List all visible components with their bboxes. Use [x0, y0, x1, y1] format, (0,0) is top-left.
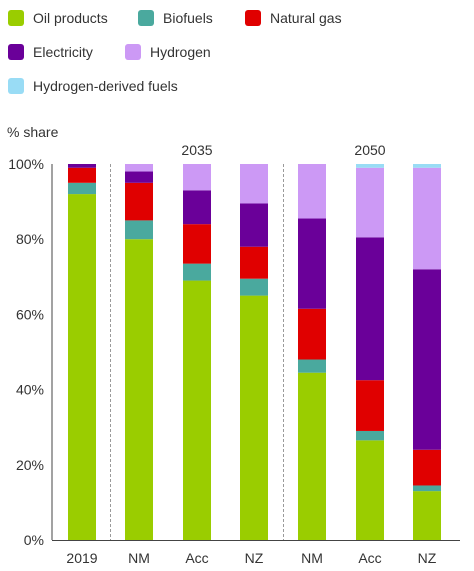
legend-item-hydrogen-derived-fuels[interactable]: Hydrogen-derived fuels	[8, 78, 178, 94]
legend-label-hydrogen: Hydrogen	[150, 44, 211, 60]
legend-label-oil-products: Oil products	[33, 10, 108, 26]
x-tick-label: Acc	[185, 550, 208, 566]
bar-segment	[298, 218, 326, 309]
legend-label-electricity: Electricity	[33, 44, 93, 60]
legend-item-biofuels[interactable]: Biofuels	[138, 10, 213, 26]
bar-segment	[68, 167, 96, 183]
x-tick-label: NM	[301, 550, 323, 566]
bar-segment	[125, 220, 153, 240]
bar-segment	[240, 164, 268, 204]
bar-segment	[240, 246, 268, 279]
bar-segment	[298, 164, 326, 219]
legend-swatch-biofuels	[138, 10, 154, 26]
bar-segment	[240, 278, 268, 296]
bar-segment	[125, 164, 153, 172]
bar-segment	[68, 194, 96, 540]
bar-segment	[240, 203, 268, 247]
legend-label-natural-gas: Natural gas	[270, 10, 342, 26]
bar-segment	[183, 224, 211, 264]
y-tick-label: 0%	[24, 532, 44, 548]
y-axis-title: % share	[7, 124, 59, 140]
bar-segment	[68, 164, 96, 168]
bar-segment	[183, 280, 211, 540]
bar-segment	[125, 239, 153, 540]
bar-segment	[183, 164, 211, 191]
legend-item-oil-products[interactable]: Oil products	[8, 10, 108, 26]
x-tick-label: NZ	[245, 550, 264, 566]
x-tick-label: 2019	[66, 550, 97, 566]
bar-segment	[413, 449, 441, 486]
legend-swatch-oil-products	[8, 10, 24, 26]
bar-segment	[356, 164, 384, 168]
legend-item-natural-gas[interactable]: Natural gas	[245, 10, 342, 26]
legend-swatch-electricity	[8, 44, 24, 60]
legend-swatch-hydrogen	[125, 44, 141, 60]
legend-swatch-hydrogen-derived-fuels	[8, 78, 24, 94]
bar-segment	[356, 440, 384, 540]
legend-item-electricity[interactable]: Electricity	[8, 44, 93, 60]
legend-label-biofuels: Biofuels	[163, 10, 213, 26]
bar-segment	[298, 308, 326, 360]
bar-segment	[356, 430, 384, 441]
bar-segment	[298, 372, 326, 540]
bar-segment	[356, 237, 384, 381]
y-tick-label: 80%	[16, 231, 44, 247]
x-tick-label: NM	[128, 550, 150, 566]
x-tick-label: Acc	[358, 550, 381, 566]
bar-segment	[356, 167, 384, 238]
bar-segment	[413, 491, 441, 540]
bar-segment	[125, 182, 153, 221]
bar-segment	[125, 171, 153, 183]
bar-segment	[298, 359, 326, 373]
bar-segment	[183, 263, 211, 281]
bar-segment	[413, 485, 441, 492]
y-tick-label: 40%	[16, 382, 44, 398]
x-tick-label: NZ	[418, 550, 437, 566]
bar-segment	[68, 182, 96, 195]
group-label: 2050	[354, 142, 385, 158]
y-tick-label: 60%	[16, 306, 44, 322]
y-tick-label: 20%	[16, 457, 44, 473]
bar-segment	[413, 269, 441, 450]
legend-swatch-natural-gas	[245, 10, 261, 26]
bar-segment	[356, 380, 384, 431]
y-tick-label: 100%	[8, 156, 44, 172]
legend-item-hydrogen[interactable]: Hydrogen	[125, 44, 211, 60]
bar-segment	[413, 167, 441, 270]
group-label: 2035	[181, 142, 212, 158]
bar-segment	[240, 295, 268, 540]
bar-segment	[183, 190, 211, 225]
legend-label-hydrogen-derived-fuels: Hydrogen-derived fuels	[33, 78, 178, 94]
bar-segment	[413, 164, 441, 168]
